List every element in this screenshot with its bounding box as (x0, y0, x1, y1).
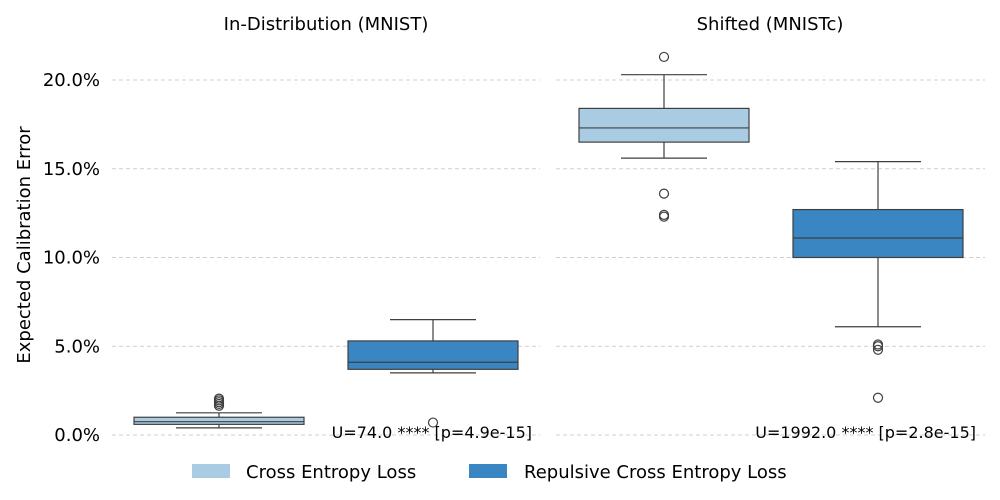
y-axis: 0.0% 5.0% 10.0% 15.0% 20.0% (43, 70, 100, 446)
box-2 (347, 319, 519, 428)
legend-swatch (469, 464, 507, 478)
outlier-point (872, 344, 884, 355)
panels-layer: In-Distribution (MNIST) U=74.0 **** [p=4.… (133, 14, 976, 442)
outlier-point (658, 211, 670, 222)
outlier-point (427, 417, 439, 428)
panel-title: Shifted (MNISTc) (697, 14, 844, 35)
legend: Cross Entropy Loss Repulsive Cross Entrop… (192, 462, 787, 483)
stat-annotation: U=74.0 **** [p=4.9e-15] (332, 423, 532, 442)
y-tick-label: 0.0% (54, 425, 100, 446)
outlier-point (658, 188, 670, 199)
outlier-point (872, 392, 884, 403)
box-2 (792, 161, 964, 403)
iqr-box (578, 107, 750, 143)
outlier-point (872, 341, 884, 352)
iqr-box (792, 208, 964, 259)
box-1 (133, 393, 305, 429)
y-axis-label: Expected Calibration Error (14, 126, 35, 364)
iqr-box (133, 416, 305, 425)
iqr-box (347, 340, 519, 370)
panel-1: In-Distribution (MNIST) U=74.0 **** [p=4.… (133, 14, 532, 442)
stat-annotation: U=1992.0 **** [p=2.8e-15] (755, 423, 976, 442)
y-tick-label: 10.0% (43, 248, 100, 269)
y-tick-label: 20.0% (43, 70, 100, 91)
outlier-point (213, 393, 225, 404)
panel-2: Shifted (MNISTc) U=1992.0 **** [p=2.8e-15… (578, 14, 976, 442)
panel-title: In-Distribution (MNIST) (224, 14, 429, 35)
y-tick-label: 15.0% (43, 159, 100, 180)
legend-label: Repulsive Cross Entropy Loss (524, 462, 787, 483)
grid-layer (112, 79, 985, 436)
legend-label: Cross Entropy Loss (246, 462, 416, 483)
y-tick-label: 5.0% (54, 336, 100, 357)
box-1 (578, 51, 750, 222)
legend-swatch (192, 464, 230, 478)
outlier-point (658, 51, 670, 63)
